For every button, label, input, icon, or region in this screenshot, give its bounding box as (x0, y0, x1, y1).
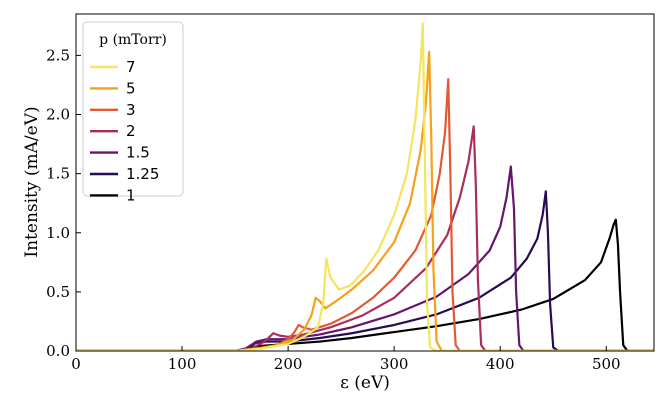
y-tick-label: 1.0 (46, 224, 70, 242)
y-tick-label: 0.0 (46, 342, 70, 360)
legend: p (mTorr) 7 5 3 2 1.5 1.25 1 (82, 21, 184, 204)
x-tick-label: 0 (71, 355, 81, 373)
legend-title: p (mTorr) (99, 32, 167, 48)
legend-label-7: 7 (126, 58, 136, 76)
x-tick-label: 300 (380, 355, 409, 373)
legend-label-2: 2 (126, 122, 136, 140)
series-line-2 (76, 125, 654, 351)
y-axis-label: Intensity (mA/eV) (22, 106, 42, 257)
series-line-5 (76, 50, 654, 351)
x-tick-label: 500 (592, 355, 621, 373)
legend-label-1-25: 1.25 (126, 165, 159, 183)
series-line-1 (76, 218, 654, 351)
x-tick-label: 400 (486, 355, 515, 373)
series-layer (76, 22, 654, 351)
legend-label-3: 3 (126, 101, 136, 119)
x-tick-label: 200 (274, 355, 303, 373)
ticks-layer: 0 100 200 300 400 500 0.0 0.5 1.0 1.5 2.0 2.5 (46, 46, 620, 373)
plot-frame (75, 13, 655, 352)
y-tick-label: 0.5 (46, 283, 70, 301)
x-axis-label: ε (eV) (340, 373, 390, 393)
series-line-3 (76, 77, 654, 351)
legend-label-5: 5 (126, 79, 136, 97)
series-line-7 (76, 22, 654, 351)
legend-label-1: 1 (126, 186, 136, 204)
x-tick-label: 100 (168, 355, 197, 373)
series-line-1-25 (76, 190, 654, 351)
legend-label-1-5: 1.5 (126, 144, 150, 162)
y-tick-label: 1.5 (46, 165, 70, 183)
y-tick-label: 2.0 (46, 106, 70, 124)
y-tick-label: 2.5 (46, 46, 70, 64)
